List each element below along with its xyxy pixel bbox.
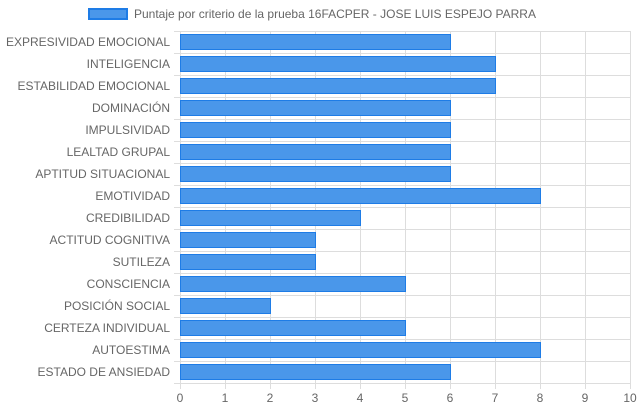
x-tick-label: 7 [492, 391, 499, 405]
bar [180, 122, 451, 138]
x-tick-label: 9 [582, 391, 589, 405]
bar [180, 320, 406, 336]
legend-swatch[interactable] [88, 8, 128, 20]
bar [180, 298, 271, 314]
bar [180, 254, 316, 270]
legend-label[interactable]: Puntaje por criterio de la prueba 16FACP… [134, 7, 536, 21]
category-label: ACTITUD COGNITIVA [50, 233, 170, 247]
category-label: ESTADO DE ANSIEDAD [38, 365, 171, 379]
bar [180, 364, 451, 380]
x-tick-label: 2 [267, 391, 274, 405]
bar [180, 100, 451, 116]
bar [180, 232, 316, 248]
category-label: INTELIGENCIA [87, 57, 170, 71]
category-label: ESTABILIDAD EMOCIONAL [18, 79, 171, 93]
bar [180, 166, 451, 182]
category-label: IMPULSIVIDAD [85, 123, 170, 137]
category-label: LEALTAD GRUPAL [67, 145, 171, 159]
bar [180, 188, 541, 204]
category-label: CONSCIENCIA [87, 277, 170, 291]
x-tick-label: 10 [623, 391, 637, 405]
x-tick-label: 5 [402, 391, 409, 405]
x-tick-label: 8 [537, 391, 544, 405]
bar [180, 56, 496, 72]
bar [180, 78, 496, 94]
category-label: APTITUD SITUACIONAL [35, 167, 170, 181]
category-label: EMOTIVIDAD [95, 189, 170, 203]
category-label: AUTOESTIMA [92, 343, 170, 357]
category-label: CERTEZA INDIVIDUAL [44, 321, 170, 335]
category-label: SUTILEZA [113, 255, 170, 269]
bar [180, 210, 361, 226]
x-tick-label: 6 [447, 391, 454, 405]
category-label: DOMINACIÓN [92, 100, 170, 115]
category-label: POSICIÓN SOCIAL [64, 298, 170, 313]
category-label: CREDIBILIDAD [86, 211, 170, 225]
x-tick-label: 1 [222, 391, 229, 405]
x-tick-label: 3 [312, 391, 319, 405]
x-tick-label: 4 [357, 391, 364, 405]
x-tick-label: 0 [177, 391, 184, 405]
bar [180, 144, 451, 160]
bar [180, 34, 451, 50]
bar [180, 342, 541, 358]
category-label: EXPRESIVIDAD EMOCIONAL [6, 35, 170, 49]
bar [180, 276, 406, 292]
